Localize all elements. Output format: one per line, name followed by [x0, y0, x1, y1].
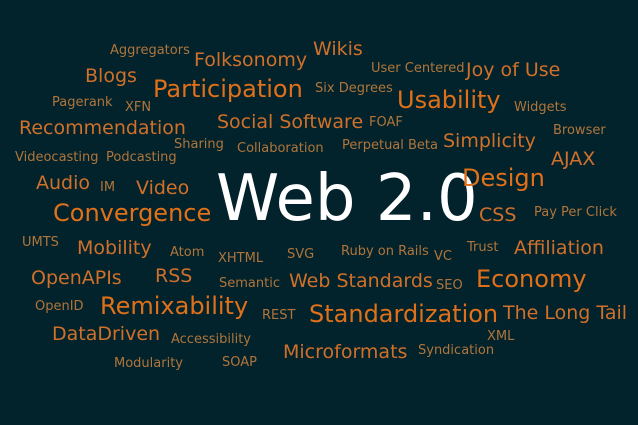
tag-remixability: Remixability [100, 292, 249, 320]
tag-standardization: Standardization [309, 300, 499, 328]
tag-web-standards: Web Standards [289, 270, 433, 292]
tag-participation: Participation [153, 75, 303, 103]
tag-umts: UMTS [22, 235, 59, 250]
tag-widgets: Widgets [514, 100, 567, 115]
tag-ruby-on-rails: Ruby on Rails [341, 244, 429, 259]
tag-xfn: XFN [125, 100, 152, 115]
tag-browser: Browser [553, 123, 606, 138]
tag-openapis: OpenAPIs [31, 267, 122, 289]
tag-pagerank: Pagerank [52, 95, 113, 110]
tag-svg: SVG [287, 247, 315, 262]
tag-the-long-tail: The Long Tail [503, 302, 628, 324]
tag-datadriven: DataDriven [52, 323, 161, 345]
tag-six-degrees: Six Degrees [315, 81, 393, 96]
tag-convergence: Convergence [53, 199, 212, 227]
tag-vc: VC [434, 249, 452, 264]
tag-simplicity: Simplicity [443, 130, 536, 152]
tag-atom: Atom [170, 245, 205, 260]
tag-perpetual-beta: Perpetual Beta [342, 138, 438, 153]
tag-mobility: Mobility [77, 237, 152, 259]
tag-design: Design [462, 164, 545, 192]
tag-aggregators: Aggregators [110, 43, 190, 58]
tag-im: IM [100, 180, 116, 195]
tag-rest: REST [262, 308, 296, 323]
tag-syndication: Syndication [418, 343, 495, 358]
tag-foaf: FOAF [369, 115, 403, 130]
tag-soap: SOAP [222, 355, 257, 370]
tag-modularity: Modularity [114, 356, 183, 371]
tag-trust: Trust [467, 240, 499, 255]
tag-joy-of-use: Joy of Use [466, 59, 561, 81]
tag-usability: Usability [397, 86, 501, 114]
tag-blogs: Blogs [85, 65, 137, 87]
tag-recommendation: Recommendation [19, 117, 186, 139]
tag-podcasting: Podcasting [106, 150, 177, 165]
tag-rss: RSS [155, 265, 193, 287]
tag-audio: Audio [36, 172, 91, 194]
tag-video: Video [136, 177, 190, 199]
tag-accessibility: Accessibility [171, 332, 251, 347]
tag-xml: XML [487, 329, 515, 344]
tag-collaboration: Collaboration [237, 141, 324, 156]
tag-social-software: Social Software [217, 111, 364, 133]
tag-folksonomy: Folksonomy [194, 49, 308, 71]
tag-user-centered: User Centered [371, 61, 465, 76]
tag-openid: OpenID [35, 299, 84, 314]
tag-xhtml: XHTML [218, 251, 264, 266]
tag-videocasting: Videocasting [15, 150, 99, 165]
tag-seo: SEO [436, 278, 463, 293]
tag-pay-per-click: Pay Per Click [534, 205, 617, 220]
cloud-title: Web 2.0 [216, 162, 478, 236]
tag-css: CSS [479, 204, 517, 226]
tag-sharing: Sharing [174, 137, 224, 152]
tag-affiliation: Affiliation [514, 237, 604, 259]
tag-economy: Economy [476, 265, 587, 293]
tag-wikis: Wikis [313, 38, 363, 60]
tag-microformats: Microformats [283, 341, 408, 363]
tag-ajax: AJAX [551, 148, 596, 170]
tag-semantic: Semantic [219, 276, 280, 291]
